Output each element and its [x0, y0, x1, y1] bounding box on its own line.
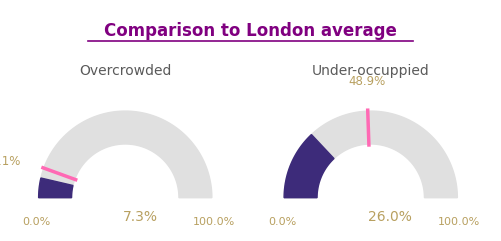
Text: 0.0%: 0.0%	[23, 216, 51, 227]
Text: 100.0%: 100.0%	[438, 216, 480, 227]
Polygon shape	[284, 134, 334, 198]
Text: 26.0%: 26.0%	[368, 209, 411, 223]
Polygon shape	[39, 111, 212, 198]
Text: 48.9%: 48.9%	[349, 74, 386, 87]
Text: Under-occuppied: Under-occuppied	[312, 64, 430, 78]
Text: Comparison to London average: Comparison to London average	[104, 22, 397, 40]
Text: 11.1%: 11.1%	[0, 155, 21, 168]
Polygon shape	[39, 178, 73, 198]
Polygon shape	[284, 111, 457, 198]
Text: Overcrowded: Overcrowded	[79, 64, 171, 78]
Text: 0.0%: 0.0%	[268, 216, 297, 227]
Text: 100.0%: 100.0%	[192, 216, 235, 227]
Text: 7.3%: 7.3%	[123, 209, 158, 223]
